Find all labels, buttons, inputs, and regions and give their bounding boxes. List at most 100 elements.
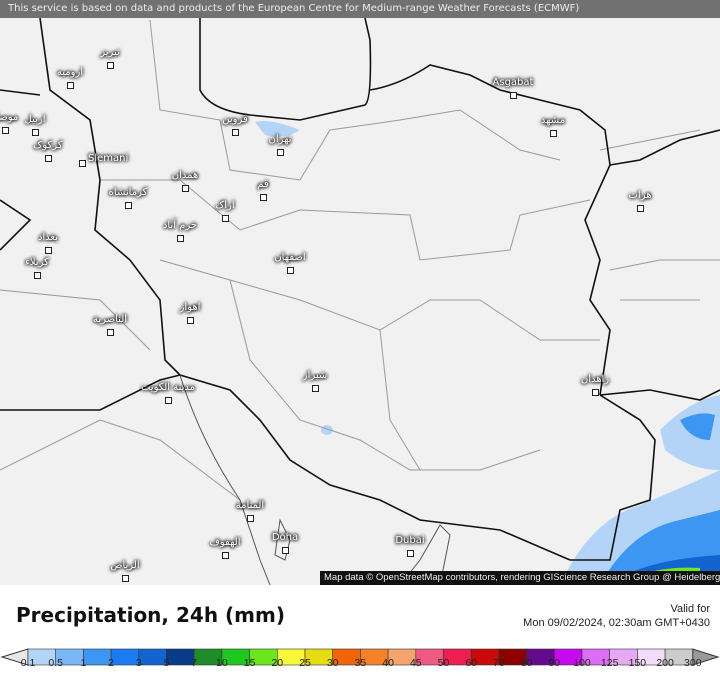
city-label: الناصرية xyxy=(92,314,128,325)
colorbar-tick-label: 7 xyxy=(191,657,198,669)
city-square-icon xyxy=(247,515,254,522)
colorbar xyxy=(0,648,720,666)
valid-datetime: Mon 09/02/2024, 02:30am GMT+0430 xyxy=(523,617,710,629)
legend-title: Precipitation, 24h (mm) xyxy=(16,603,285,627)
colorbar-tick-label: 2 xyxy=(108,657,115,669)
city-label: المنامة xyxy=(235,500,265,511)
colorbar-tick-label: 40 xyxy=(382,657,394,669)
city-label: هرات xyxy=(628,190,652,201)
city-label: خرم آباد xyxy=(162,220,198,231)
city-label: اراک xyxy=(215,200,235,211)
city-square-icon xyxy=(312,385,319,392)
city-label: الهفوف xyxy=(209,537,241,548)
city-label: شیراز xyxy=(302,370,328,381)
colorbar-tick-label: 30 xyxy=(326,657,339,669)
colorbar-tick-label: 70 xyxy=(493,657,505,669)
city-label: ارومیه xyxy=(56,67,84,78)
city-square-icon xyxy=(177,235,184,242)
city-square-icon xyxy=(79,160,86,167)
city-square-icon xyxy=(45,155,52,162)
city-label: تبریز xyxy=(100,47,120,58)
colorbar-tick-label: 125 xyxy=(600,657,619,669)
city-square-icon xyxy=(2,127,9,134)
city-label: Doha xyxy=(271,532,299,543)
province-borders xyxy=(0,19,720,501)
city-square-icon xyxy=(45,247,52,254)
city-label: اصفهان xyxy=(274,252,306,263)
city-square-icon xyxy=(277,149,284,156)
colorbar-tick-label: 1 xyxy=(80,657,87,669)
city-square-icon xyxy=(232,129,239,136)
colorbar-tick-label: 45 xyxy=(409,657,422,669)
city-square-icon xyxy=(32,129,39,136)
city-label: مشهد xyxy=(540,115,566,126)
city-square-icon xyxy=(125,202,132,209)
city-label: تهران xyxy=(268,134,292,145)
city-square-icon xyxy=(592,389,599,396)
valid-label: Valid for xyxy=(670,603,710,615)
city-square-icon xyxy=(222,552,229,559)
colorbar-tick-label: 50 xyxy=(437,657,450,669)
colorbar-tick-label: 0.1 xyxy=(20,657,36,669)
city-square-icon xyxy=(107,62,114,69)
city-square-icon xyxy=(107,329,114,336)
country-borders xyxy=(0,17,720,561)
colorbar-cell xyxy=(138,648,167,666)
city-label: کرکوک xyxy=(33,140,63,151)
city-square-icon xyxy=(34,272,41,279)
city-square-icon xyxy=(165,397,172,404)
city-label: الرياض xyxy=(110,560,140,571)
city-label: Slemani xyxy=(88,153,129,164)
city-label: اهواز xyxy=(179,302,201,313)
colorbar-tick-label: 5 xyxy=(163,657,170,669)
city-label: بغداد xyxy=(37,232,59,243)
valid-time: Valid for Mon 09/02/2024, 02:30am GMT+04… xyxy=(523,602,710,630)
colorbar-tick-label: 35 xyxy=(354,657,367,669)
city-square-icon xyxy=(550,130,557,137)
city-label: Asgabat xyxy=(492,77,534,88)
city-square-icon xyxy=(260,194,267,201)
city-square-icon xyxy=(67,82,74,89)
city-label: موصل xyxy=(0,112,19,123)
colorbar-tick-label: 200 xyxy=(656,657,674,669)
colorbar-tick-label: 100 xyxy=(573,657,591,669)
map[interactable]: This service is based on data and produc… xyxy=(0,0,720,585)
city-square-icon xyxy=(122,575,129,582)
colorbar-tick-label: 15 xyxy=(243,657,256,669)
city-square-icon xyxy=(637,205,644,212)
city-label: کرمانشاه xyxy=(108,187,148,198)
city-label: اربیل xyxy=(24,114,46,125)
colorbar-tick-label: 25 xyxy=(299,657,311,669)
city-label: قزوین xyxy=(222,114,248,125)
colorbar-over-arrow xyxy=(692,648,720,666)
city-label: قم xyxy=(257,179,269,190)
city-square-icon xyxy=(182,185,189,192)
map-layer xyxy=(0,17,720,585)
city-square-icon xyxy=(407,550,414,557)
colorbar-tick-label: 80 xyxy=(520,657,533,669)
colorbar-tick-label: 60 xyxy=(465,657,478,669)
city-label: همدان xyxy=(171,170,199,181)
coastlines xyxy=(179,374,451,585)
city-label: زاهدان xyxy=(580,374,610,385)
colorbar-tick-label: 150 xyxy=(628,657,647,669)
colorbar-tick-label: 300 xyxy=(684,657,702,669)
colorbar-cell xyxy=(166,648,195,666)
city-label: کربلاء xyxy=(25,257,49,268)
city-square-icon xyxy=(287,267,294,274)
ecmwf-notice: This service is based on data and produc… xyxy=(0,0,720,18)
city-square-icon xyxy=(222,215,229,222)
colorbar-tick-label: 90 xyxy=(548,657,561,669)
city-square-icon xyxy=(282,547,289,554)
colorbar-tick-label: 20 xyxy=(271,657,284,669)
city-square-icon xyxy=(187,317,194,324)
colorbar-cell xyxy=(110,648,140,666)
map-attribution: Map data © OpenStreetMap contributors, r… xyxy=(320,571,720,585)
colorbar-tick-label: 0.5 xyxy=(48,657,63,669)
colorbar-cell xyxy=(83,648,112,666)
city-label: Dubai xyxy=(395,535,425,546)
city-square-icon xyxy=(510,92,517,99)
colorbar-tick-label: 3 xyxy=(135,657,142,669)
colorbar-tick-label: 10 xyxy=(216,657,228,669)
city-label: مدينة الكويت xyxy=(140,382,196,393)
